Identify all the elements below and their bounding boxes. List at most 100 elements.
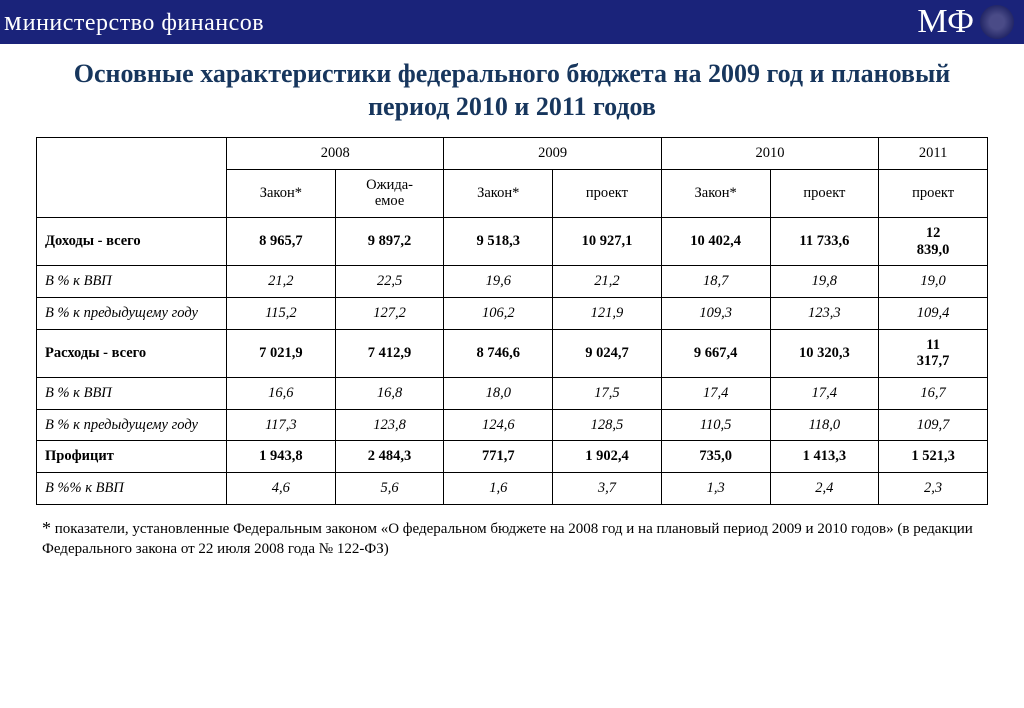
slide-body: Основные характеристики федерального бюд…	[0, 44, 1024, 708]
data-cell: 1,3	[661, 473, 770, 505]
row-label: Доходы - всего	[37, 218, 227, 266]
data-cell: 9 667,4	[661, 329, 770, 377]
data-cell: 109,3	[661, 298, 770, 330]
data-cell: 1,6	[444, 473, 553, 505]
data-cell: 12 839,0	[879, 218, 988, 266]
year-row: 2008 2009 2010 2011	[37, 138, 988, 170]
data-cell: 11 317,7	[879, 329, 988, 377]
data-cell: 22,5	[335, 266, 444, 298]
ministry-first-letter: м	[4, 6, 22, 38]
table-head: 2008 2009 2010 2011 Закон*Ожида- емоеЗак…	[37, 138, 988, 218]
data-cell: 127,2	[335, 298, 444, 330]
data-cell: 10 402,4	[661, 218, 770, 266]
data-cell: 118,0	[770, 409, 879, 441]
data-cell: 16,6	[227, 378, 336, 410]
budget-table: 2008 2009 2010 2011 Закон*Ожида- емоеЗак…	[36, 137, 988, 505]
ministry-title: министерство финансов	[4, 6, 264, 38]
data-cell: 8 965,7	[227, 218, 336, 266]
data-cell: 110,5	[661, 409, 770, 441]
slide-title: Основные характеристики федерального бюд…	[36, 58, 988, 123]
subheader-cell: Закон*	[661, 169, 770, 217]
data-cell: 2,3	[879, 473, 988, 505]
data-cell: 18,7	[661, 266, 770, 298]
table-row: Доходы - всего8 965,79 897,29 518,310 92…	[37, 218, 988, 266]
mf-logo-text: МФ	[917, 3, 974, 41]
data-cell: 1 902,4	[553, 441, 662, 473]
data-cell: 1 943,8	[227, 441, 336, 473]
data-cell: 9 518,3	[444, 218, 553, 266]
row-label: Расходы - всего	[37, 329, 227, 377]
data-cell: 21,2	[227, 266, 336, 298]
table-row: В % к ВВП16,616,818,017,517,417,416,7	[37, 378, 988, 410]
data-cell: 19,8	[770, 266, 879, 298]
data-cell: 128,5	[553, 409, 662, 441]
header-right: МФ	[917, 3, 1014, 41]
row-label: В % к предыдущему году	[37, 298, 227, 330]
table-row: В % к предыдущему году115,2127,2106,2121…	[37, 298, 988, 330]
table-body: Доходы - всего8 965,79 897,29 518,310 92…	[37, 218, 988, 505]
data-cell: 19,6	[444, 266, 553, 298]
subheader-cell: Ожида- емое	[335, 169, 444, 217]
table-row: Расходы - всего7 021,97 412,98 746,69 02…	[37, 329, 988, 377]
data-cell: 17,5	[553, 378, 662, 410]
subheader-cell: проект	[553, 169, 662, 217]
year-2009: 2009	[444, 138, 661, 170]
subheader-cell: проект	[879, 169, 988, 217]
row-label: В % к ВВП	[37, 378, 227, 410]
data-cell: 1 521,3	[879, 441, 988, 473]
footnote: * показатели, установленные Федеральным …	[36, 517, 988, 560]
data-cell: 21,2	[553, 266, 662, 298]
data-cell: 10 320,3	[770, 329, 879, 377]
data-cell: 124,6	[444, 409, 553, 441]
data-cell: 17,4	[661, 378, 770, 410]
data-cell: 121,9	[553, 298, 662, 330]
emblem-icon	[980, 5, 1014, 39]
data-cell: 109,4	[879, 298, 988, 330]
data-cell: 9 897,2	[335, 218, 444, 266]
data-cell: 4,6	[227, 473, 336, 505]
row-label: Профицит	[37, 441, 227, 473]
data-cell: 771,7	[444, 441, 553, 473]
data-cell: 8 746,6	[444, 329, 553, 377]
data-cell: 11 733,6	[770, 218, 879, 266]
data-cell: 735,0	[661, 441, 770, 473]
row-label: В %% к ВВП	[37, 473, 227, 505]
subheader-cell: проект	[770, 169, 879, 217]
data-cell: 7 412,9	[335, 329, 444, 377]
header-bar: министерство финансов МФ	[0, 0, 1024, 44]
table-row: Профицит1 943,82 484,3771,71 902,4735,01…	[37, 441, 988, 473]
data-cell: 117,3	[227, 409, 336, 441]
data-cell: 115,2	[227, 298, 336, 330]
corner-cell	[37, 138, 227, 218]
data-cell: 10 927,1	[553, 218, 662, 266]
table-row: В % к ВВП21,222,519,621,218,719,819,0	[37, 266, 988, 298]
data-cell: 106,2	[444, 298, 553, 330]
year-2010: 2010	[661, 138, 878, 170]
year-2008: 2008	[227, 138, 444, 170]
row-label: В % к предыдущему году	[37, 409, 227, 441]
data-cell: 17,4	[770, 378, 879, 410]
data-cell: 18,0	[444, 378, 553, 410]
data-cell: 19,0	[879, 266, 988, 298]
data-cell: 109,7	[879, 409, 988, 441]
data-cell: 9 024,7	[553, 329, 662, 377]
data-cell: 2,4	[770, 473, 879, 505]
subheader-cell: Закон*	[444, 169, 553, 217]
table-row: В % к предыдущему году117,3123,8124,6128…	[37, 409, 988, 441]
footnote-text: показатели, установленные Федеральным за…	[42, 521, 973, 557]
data-cell: 16,7	[879, 378, 988, 410]
data-cell: 123,3	[770, 298, 879, 330]
data-cell: 5,6	[335, 473, 444, 505]
data-cell: 16,8	[335, 378, 444, 410]
data-cell: 2 484,3	[335, 441, 444, 473]
year-2011: 2011	[879, 138, 988, 170]
subheader-cell: Закон*	[227, 169, 336, 217]
footnote-star: *	[42, 518, 51, 538]
table-row: В %% к ВВП4,65,61,63,71,32,42,3	[37, 473, 988, 505]
data-cell: 3,7	[553, 473, 662, 505]
data-cell: 1 413,3	[770, 441, 879, 473]
data-cell: 123,8	[335, 409, 444, 441]
row-label: В % к ВВП	[37, 266, 227, 298]
data-cell: 7 021,9	[227, 329, 336, 377]
ministry-rest: инистерство финансов	[23, 10, 264, 37]
